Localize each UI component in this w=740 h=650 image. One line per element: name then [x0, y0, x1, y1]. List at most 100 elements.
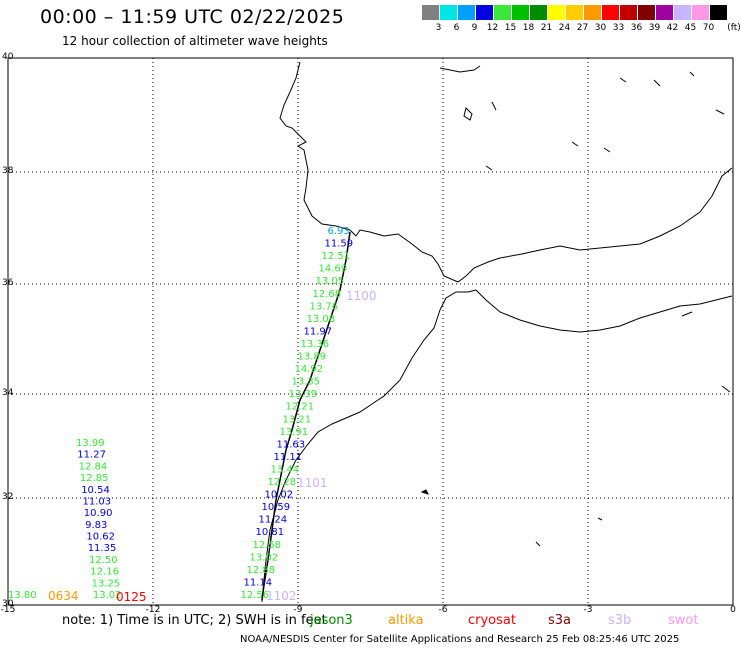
scale-label: 12: [486, 23, 499, 33]
scale-label: 45: [684, 23, 697, 33]
island-3: [535, 541, 541, 547]
scale-unit: (ft): [727, 23, 740, 33]
swh-value-label: 12.50: [89, 555, 118, 566]
footer-credit: NOAA/NESDIS Center for Satellite Applica…: [240, 634, 680, 645]
satellite-legend-s3a: s3a: [548, 613, 572, 628]
scale-label: 15: [504, 23, 517, 33]
track-west-labels: 13.9911.2712.8412.8510.5411.0310.909.831…: [8, 438, 122, 601]
swh-value-label: 10.54: [81, 485, 110, 496]
swh-value-label: 12.84: [79, 461, 108, 472]
satellite-track-main: [261, 231, 351, 601]
map-frame: [7, 57, 734, 606]
lake-6: [653, 79, 661, 87]
scale-label: 42: [666, 23, 679, 33]
swh-value-label: 12.56: [240, 590, 269, 601]
scale-swatch: [494, 5, 511, 20]
swh-value-label: 11.14: [243, 577, 272, 588]
swh-value-label: 13.35: [292, 377, 321, 388]
lon-tick-label: -12: [146, 605, 161, 615]
map-title: 00:00 – 11:59 UTC 02/22/2025: [40, 6, 345, 28]
island-2: [597, 517, 603, 521]
swh-value-label: 12.28: [267, 477, 296, 488]
swh-value-label: 11.27: [77, 450, 106, 461]
swh-value-label: 13.21: [282, 414, 311, 425]
swh-value-label: 11.11: [273, 452, 302, 463]
swh-value-label: 12.88: [246, 565, 275, 576]
lake-8: [715, 109, 725, 115]
satellite-legend-cryosat: cryosat: [468, 613, 516, 628]
scale-swatch: [458, 5, 475, 20]
swh-value-label: 10.02: [264, 490, 293, 501]
swh-value-label: 10.59: [261, 502, 290, 513]
lake-7: [689, 71, 695, 77]
coastline: [261, 61, 733, 603]
swh-value-label: 11.24: [258, 515, 287, 526]
lake-10: [721, 385, 731, 393]
scale-swatch: [548, 5, 565, 20]
coastline-north-africa: [475, 289, 733, 333]
pass-time-label: 1100: [346, 289, 377, 303]
swh-value-label: 13.25: [92, 578, 121, 589]
lon-tick-label: -3: [584, 605, 593, 615]
swh-value-label: 10.62: [86, 532, 115, 543]
swh-value-label: 11.35: [88, 543, 117, 554]
island-1: [420, 489, 429, 495]
swh-value-label: 14.92: [295, 364, 324, 375]
map-subtitle: 12 hour collection of altimeter wave hei…: [62, 34, 328, 48]
satellite-legend-altika: altika: [388, 613, 424, 628]
pass-labels: 1100 1101 1102 0634 0125: [48, 289, 377, 604]
lon-tick-label: 0: [730, 605, 736, 615]
lon-tick-label: -9: [294, 605, 303, 615]
swh-value-label: 14.69: [319, 264, 348, 275]
lat-tick-label: 40: [2, 52, 14, 62]
swh-value-label: 10.81: [255, 527, 284, 538]
scale-label: 18: [522, 23, 535, 33]
lake-2: [491, 101, 497, 111]
lake-4: [571, 141, 579, 147]
pass-time-label: 1101: [297, 476, 328, 490]
swh-value-label: 10.90: [84, 508, 113, 519]
lat-tick-label: 30: [2, 599, 14, 609]
scale-swatch: [710, 5, 727, 20]
scale-swatch: [566, 5, 583, 20]
swh-value-label: 12.21: [286, 402, 315, 413]
lat-tick-label: 38: [2, 166, 14, 176]
scale-label: 9: [471, 23, 478, 33]
scale-label: 70: [702, 23, 715, 33]
swh-value-label: 13.99: [76, 438, 105, 449]
pass-time-label: 0634: [48, 589, 79, 603]
scale-swatch: [476, 5, 493, 20]
lake-9: [603, 147, 611, 153]
scale-swatch: [512, 5, 529, 20]
satellite-legend-jason3: jason3: [310, 613, 353, 628]
scale-swatch: [530, 5, 547, 20]
footer-note: note: 1) Time is in UTC; 2) SWH is in fe…: [62, 613, 327, 628]
swh-value-label: 11.59: [325, 239, 354, 250]
scale-label: 30: [594, 23, 607, 33]
scale-label: 6: [453, 23, 460, 33]
swh-value-label: 12.68: [313, 289, 342, 300]
scale-swatch: [440, 5, 457, 20]
swh-value-label: 12.58: [252, 540, 281, 551]
satellite-legend-s3b: s3b: [608, 613, 632, 628]
swh-value-label: 13.02: [249, 552, 278, 563]
scale-swatch: [674, 5, 691, 20]
swh-value-label: 13.80: [8, 590, 37, 601]
color-scale-legend: 3 6 9 12 15 18 21 24 27 30 33 36 39 42 45 70 (ft): [422, 5, 740, 35]
swh-value-label: 11.97: [304, 326, 333, 337]
swh-value-label: 13.91: [279, 427, 308, 438]
coastline-portugal: [279, 61, 357, 237]
swh-value-label: 9.83: [85, 520, 107, 531]
lat-tick-label: 32: [2, 492, 13, 502]
scale-swatch: [656, 5, 673, 20]
scale-label: 27: [576, 23, 589, 33]
scale-swatch: [638, 5, 655, 20]
swh-value-label: 13.89: [298, 352, 327, 363]
swh-value-label: 6.93: [328, 226, 350, 237]
pass-time-label: 0125: [116, 590, 147, 604]
graticule: [8, 58, 733, 605]
swh-value-label: 13.36: [301, 339, 330, 350]
scale-label: 3: [435, 23, 442, 33]
swh-value-label: 11.03: [83, 496, 112, 507]
swh-value-label: 13.05: [316, 276, 345, 287]
